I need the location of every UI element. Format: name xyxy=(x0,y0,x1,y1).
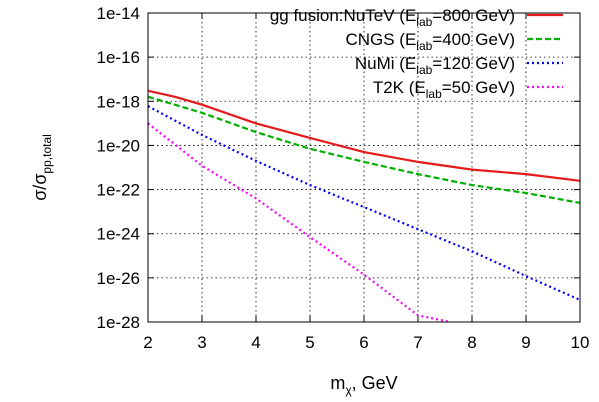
legend-label-4: T2K (Elab=50 GeV) xyxy=(373,78,515,101)
y-tick-label: 1e-26 xyxy=(97,269,140,288)
y-tick-label: 1e-20 xyxy=(97,136,140,155)
x-tick-label: 9 xyxy=(521,333,530,352)
series-lines xyxy=(148,89,580,322)
legend-label-text: NuMi (E xyxy=(355,54,416,73)
y-tick-label: 1e-16 xyxy=(97,48,140,67)
y-axis-label-sub: pp,total xyxy=(40,134,54,173)
legend-label-text: =800 GeV) xyxy=(432,6,515,25)
y-tick-label: 1e-22 xyxy=(97,181,140,200)
x-tick-label: 5 xyxy=(305,333,314,352)
legend-label-subscript: lab xyxy=(416,15,432,29)
x-axis-label-sub: χ xyxy=(345,383,352,397)
y-tick-label: 1e-18 xyxy=(97,92,140,111)
x-tick-label: 3 xyxy=(197,333,206,352)
y-axis-label: σ/σpp,total xyxy=(30,134,54,201)
x-tick-label: 7 xyxy=(413,333,422,352)
y-tick-label: 1e-14 xyxy=(97,4,140,23)
series-line-2 xyxy=(148,95,580,204)
legend-label-subscript: lab xyxy=(416,39,432,53)
x-axis-label-main: m xyxy=(330,373,345,393)
x-tick-label: 10 xyxy=(571,333,590,352)
legend-label-2: CNGS (Elab=400 GeV) xyxy=(345,30,515,53)
legend-label-3: NuMi (Elab=120 GeV) xyxy=(355,54,515,77)
series-line-1 xyxy=(148,89,580,182)
x-axis-label: mχ, GeV xyxy=(330,373,397,397)
legend-label-text: T2K (E xyxy=(373,78,426,97)
x-tick-label: 4 xyxy=(251,333,260,352)
x-tick-label: 6 xyxy=(359,333,368,352)
x-axis-label-rest: , GeV xyxy=(352,373,398,393)
legend-label-1: gg fusion:NuTeV (Elab=800 GeV) xyxy=(270,6,515,29)
legend-label-text: CNGS (E xyxy=(345,30,416,49)
legend-label-text: gg fusion:NuTeV (E xyxy=(270,6,416,25)
legend-label-subscript: lab xyxy=(426,87,442,101)
legend-label-subscript: lab xyxy=(416,63,432,77)
legend: gg fusion:NuTeV (Elab=800 GeV)CNGS (Elab… xyxy=(270,6,563,101)
x-tick-label: 8 xyxy=(467,333,476,352)
y-axis-label-main: σ/σ xyxy=(30,174,50,201)
series-line-3 xyxy=(148,105,580,301)
series-line-4 xyxy=(148,122,451,322)
x-tick-label: 2 xyxy=(143,333,152,352)
legend-label-text: =50 GeV) xyxy=(442,78,515,97)
legend-label-text: =400 GeV) xyxy=(432,30,515,49)
y-tick-label: 1e-24 xyxy=(97,225,140,244)
y-axis-ticks: 1e-28 1e-26 1e-24 1e-22 1e-20 1e-18 1e-16 1e-14 xyxy=(97,4,580,332)
x-axis-ticks: 2 3 4 5 6 7 8 9 10 xyxy=(143,13,589,352)
grid xyxy=(148,13,580,322)
y-tick-label: 1e-28 xyxy=(97,313,140,332)
legend-label-text: =120 GeV) xyxy=(432,54,515,73)
